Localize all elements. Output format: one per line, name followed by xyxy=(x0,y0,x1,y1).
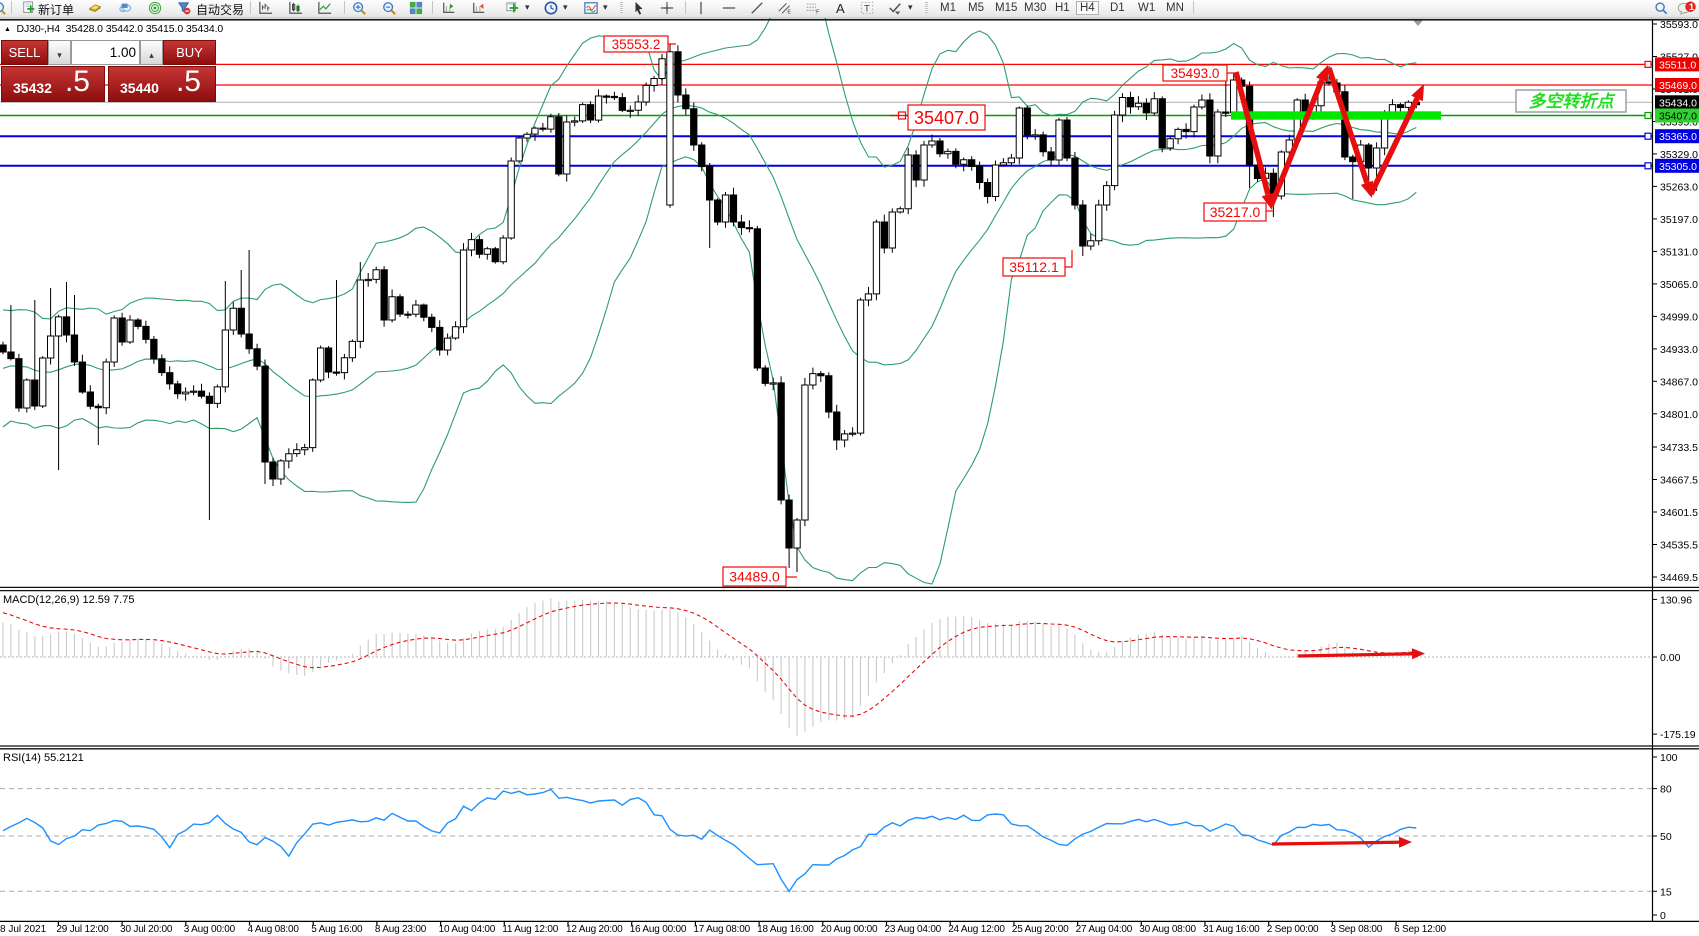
svg-text:27 Aug 04:00: 27 Aug 04:00 xyxy=(1076,924,1133,935)
svg-text:50: 50 xyxy=(1660,831,1672,843)
svg-text:1: 1 xyxy=(1689,2,1695,13)
svg-text:0: 0 xyxy=(1660,910,1666,922)
svg-text:10 Aug 04:00: 10 Aug 04:00 xyxy=(439,924,496,935)
svg-text:11 Aug 12:00: 11 Aug 12:00 xyxy=(502,924,558,935)
svg-text:34801.0: 34801.0 xyxy=(1660,409,1698,421)
svg-text:-175.19: -175.19 xyxy=(1660,729,1696,741)
svg-text:3 Sep 08:00: 3 Sep 08:00 xyxy=(1330,924,1382,935)
svg-text:35217.0: 35217.0 xyxy=(1210,204,1261,220)
svg-text:3 Aug 00:00: 3 Aug 00:00 xyxy=(184,924,236,935)
svg-text:35263.0: 35263.0 xyxy=(1660,181,1698,193)
svg-text:6 Sep 12:00: 6 Sep 12:00 xyxy=(1394,924,1446,935)
svg-text:多空转折点: 多空转折点 xyxy=(1529,92,1617,111)
svg-text:34489.0: 34489.0 xyxy=(729,569,780,585)
svg-text:34535.5: 34535.5 xyxy=(1660,540,1698,552)
svg-text:17 Aug 08:00: 17 Aug 08:00 xyxy=(693,924,750,935)
svg-text:35065.0: 35065.0 xyxy=(1660,279,1698,291)
svg-text:35131.0: 35131.0 xyxy=(1660,246,1698,258)
svg-text:35593.0: 35593.0 xyxy=(1660,19,1698,31)
svg-text:34733.5: 34733.5 xyxy=(1660,442,1698,454)
svg-text:35511.0: 35511.0 xyxy=(1659,59,1696,71)
svg-text:31 Aug 16:00: 31 Aug 16:00 xyxy=(1203,924,1260,935)
svg-text:35434.0: 35434.0 xyxy=(1659,97,1697,109)
svg-text:8 Jul 2021: 8 Jul 2021 xyxy=(0,924,47,935)
svg-text:RSI(14) 55.2121: RSI(14) 55.2121 xyxy=(3,752,84,764)
svg-text:34933.0: 34933.0 xyxy=(1660,344,1698,356)
svg-text:4 Aug 08:00: 4 Aug 08:00 xyxy=(248,924,300,935)
svg-text:34667.5: 34667.5 xyxy=(1660,475,1698,487)
svg-text:34867.0: 34867.0 xyxy=(1660,376,1698,388)
svg-text:34469.5: 34469.5 xyxy=(1660,572,1698,584)
svg-text:130.96: 130.96 xyxy=(1660,594,1692,606)
svg-text:35197.0: 35197.0 xyxy=(1660,214,1698,226)
svg-text:15: 15 xyxy=(1660,886,1672,898)
svg-text:34601.5: 34601.5 xyxy=(1660,507,1698,519)
svg-text:80: 80 xyxy=(1660,784,1672,796)
svg-text:35553.2: 35553.2 xyxy=(612,37,661,52)
svg-text:5 Aug 16:00: 5 Aug 16:00 xyxy=(311,924,363,935)
svg-text:E: E xyxy=(787,9,791,15)
svg-text:2 Sep 00:00: 2 Sep 00:00 xyxy=(1267,924,1319,935)
svg-text:30 Jul 20:00: 30 Jul 20:00 xyxy=(120,924,173,935)
svg-text:30 Aug 08:00: 30 Aug 08:00 xyxy=(1139,924,1196,935)
svg-text:0.00: 0.00 xyxy=(1660,652,1681,664)
svg-text:18 Aug 16:00: 18 Aug 16:00 xyxy=(757,924,814,935)
svg-text:8 Aug 23:00: 8 Aug 23:00 xyxy=(375,924,427,935)
svg-text:24 Aug 12:00: 24 Aug 12:00 xyxy=(948,924,1005,935)
svg-text:35469.0: 35469.0 xyxy=(1659,80,1697,92)
svg-text:35305.0: 35305.0 xyxy=(1659,161,1697,173)
svg-text:35407.0: 35407.0 xyxy=(1659,111,1697,123)
svg-text:35365.0: 35365.0 xyxy=(1659,131,1697,143)
svg-text:100: 100 xyxy=(1660,752,1678,764)
svg-text:35407.0: 35407.0 xyxy=(914,108,979,128)
svg-text:MACD(12,26,9) 12.59 7.75: MACD(12,26,9) 12.59 7.75 xyxy=(3,594,134,606)
svg-text:12 Aug 20:00: 12 Aug 20:00 xyxy=(566,924,623,935)
svg-text:20 Aug 00:00: 20 Aug 00:00 xyxy=(821,924,878,935)
svg-text:29 Jul 12:00: 29 Jul 12:00 xyxy=(56,924,109,935)
svg-text:35112.1: 35112.1 xyxy=(1009,259,1059,275)
svg-text:25 Aug 20:00: 25 Aug 20:00 xyxy=(1012,924,1069,935)
svg-text:T: T xyxy=(864,4,870,15)
svg-text:23 Aug 04:00: 23 Aug 04:00 xyxy=(885,924,942,935)
svg-text:F: F xyxy=(816,9,820,15)
svg-text:35493.0: 35493.0 xyxy=(1171,66,1220,81)
svg-text:34999.0: 34999.0 xyxy=(1660,311,1698,323)
svg-text:35329.0: 35329.0 xyxy=(1660,149,1698,161)
svg-text:16 Aug 00:00: 16 Aug 00:00 xyxy=(630,924,687,935)
